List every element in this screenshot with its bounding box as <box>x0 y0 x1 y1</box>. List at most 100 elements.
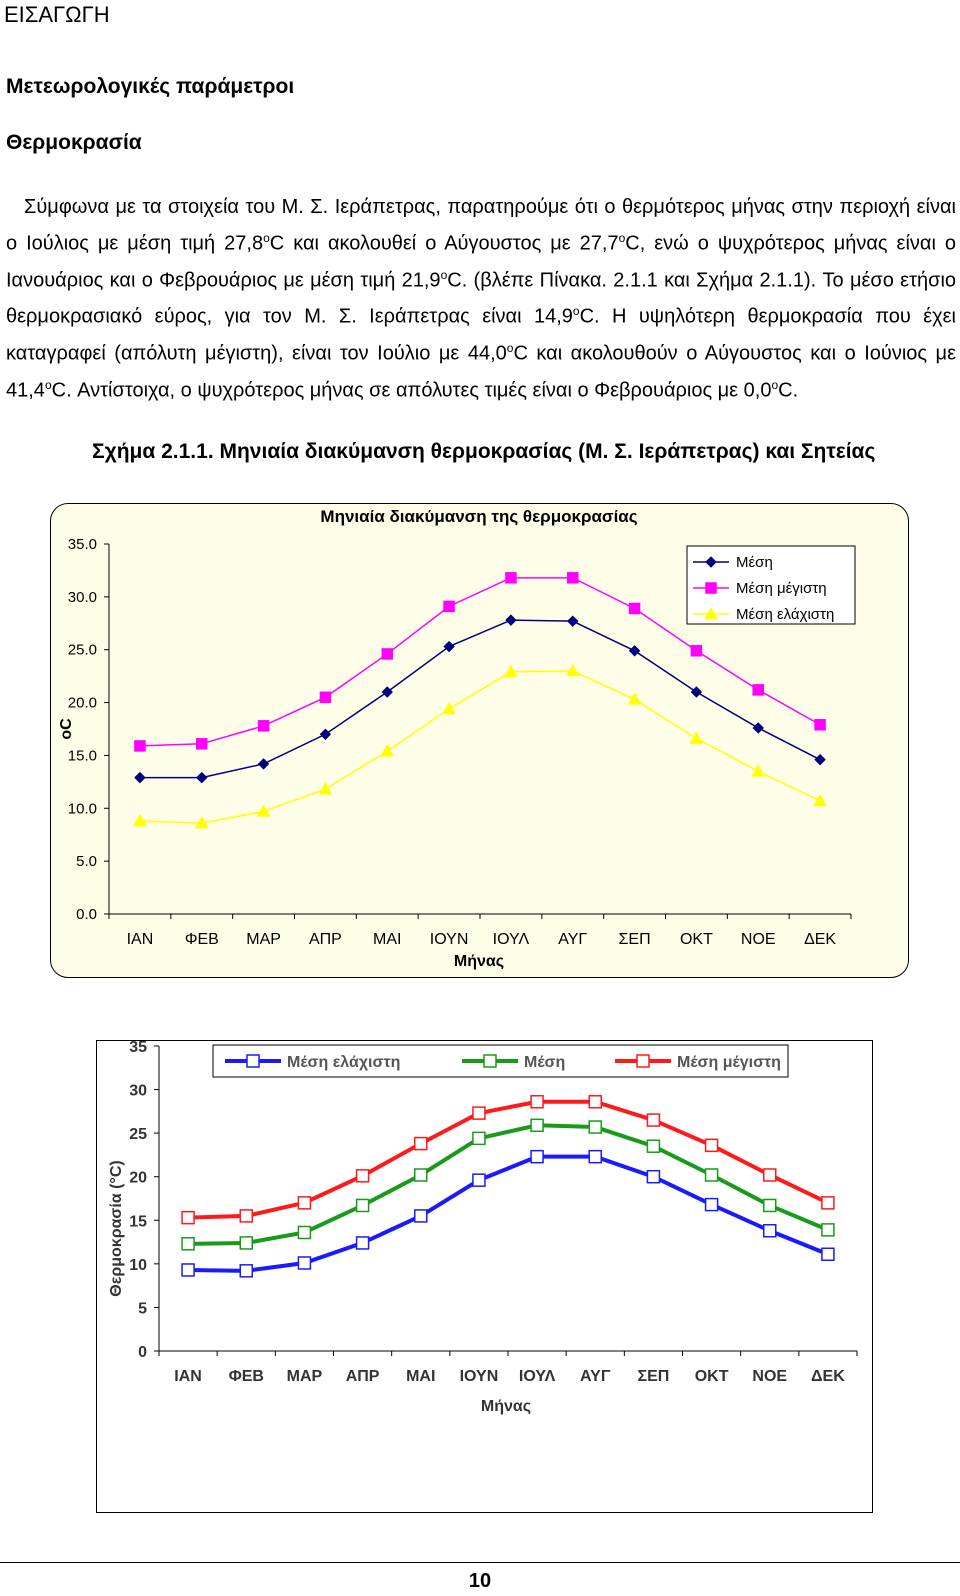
data-point <box>257 720 270 732</box>
data-point <box>752 684 764 696</box>
y-tick-label: 25.0 <box>68 642 97 659</box>
x-tick-label: ΑΠΡ <box>309 931 342 948</box>
data-point <box>414 1209 428 1223</box>
footer-divider <box>0 1562 960 1563</box>
x-tick-label: ΦΕΒ <box>229 1368 264 1385</box>
degree-symbol: o <box>618 231 626 245</box>
legend-label: Μέση μέγιστη <box>677 1054 781 1071</box>
x-tick-label: ΟΚΤ <box>695 1368 729 1385</box>
legend-label: Μέση <box>736 554 773 571</box>
data-point <box>297 1256 312 1270</box>
chart-title: Μηνιαία διακύμανση της θερμοκρασίας <box>320 507 637 526</box>
data-point <box>442 701 456 715</box>
y-tick-label: 35.0 <box>68 536 97 553</box>
data-point <box>628 645 641 657</box>
y-tick-label: 25 <box>129 1126 147 1143</box>
x-tick-label: ΑΥΓ <box>558 931 587 948</box>
x-axis-label: Μήνας <box>481 1398 531 1415</box>
x-tick-label: ΜΑΙ <box>406 1368 435 1385</box>
data-point <box>134 740 146 752</box>
degree-symbol: o <box>506 340 514 355</box>
degree-symbol: o <box>771 377 779 392</box>
legend-marker <box>704 606 718 620</box>
data-point <box>443 640 455 653</box>
data-point <box>239 1209 253 1223</box>
data-point <box>355 1198 370 1213</box>
x-tick-label: ΙΟΥΛ <box>493 931 530 948</box>
intro-paragraph: Σύμφωνα με τα στοιχεία του Μ. Σ. Ιεράπετ… <box>6 192 956 406</box>
data-point <box>646 1113 661 1127</box>
data-point <box>814 753 826 766</box>
paragraph-part: C. <box>778 379 799 402</box>
x-tick-label: ΙΑΝ <box>174 1368 202 1385</box>
data-point <box>565 663 580 677</box>
series-line <box>188 1099 829 1220</box>
data-point <box>751 764 766 777</box>
data-point <box>704 1168 719 1182</box>
data-point <box>414 1168 428 1182</box>
legend-label: Μέση ελάχιστη <box>287 1054 400 1071</box>
figure-caption: Σχήμα 2.1.1. Μηνιαία διακύμανση θερμοκρα… <box>92 440 876 463</box>
x-tick-label: ΔΕΚ <box>804 931 836 948</box>
degree-symbol: o <box>440 267 448 282</box>
x-tick-label: ΙΟΥΝ <box>430 931 469 948</box>
x-tick-label: ΙΟΥΝ <box>460 1368 499 1385</box>
data-point <box>256 804 271 817</box>
x-tick-label: ΜΑΡ <box>287 1368 323 1385</box>
data-point <box>588 1149 602 1164</box>
data-point <box>567 572 579 584</box>
heading-temperature: Θερμοκρασία <box>6 131 142 154</box>
data-point <box>319 728 332 740</box>
data-point <box>414 1136 428 1151</box>
data-point <box>813 793 827 807</box>
x-tick-label: ΦΕΒ <box>185 931 219 948</box>
data-point <box>504 664 518 678</box>
data-point <box>628 602 641 615</box>
y-tick-label: 10 <box>129 1257 147 1274</box>
data-point <box>318 782 333 795</box>
y-tick-label: 0 <box>138 1344 147 1361</box>
data-point <box>472 1106 486 1120</box>
data-point <box>530 1118 544 1133</box>
legend-marker <box>636 1054 650 1068</box>
data-point <box>763 1198 777 1213</box>
x-tick-label: ΑΠΡ <box>346 1368 380 1385</box>
data-point <box>704 1197 719 1212</box>
data-point <box>196 738 208 750</box>
series-1 <box>134 572 826 752</box>
y-tick-label: 15.0 <box>68 747 97 764</box>
data-point <box>181 1210 195 1225</box>
x-tick-label: ΜΑΡ <box>246 931 281 948</box>
paragraph-part: C και ακολουθούν ο Αύγουστος και ο Ιούνι… <box>6 342 956 402</box>
legend: Μέση ελάχιστη Μέση Μέση μέγιστη <box>212 1044 789 1078</box>
chart-siteia-svg: 0 5 10 15 20 25 30 35 ΙΑΝ ΦΕΒ ΜΑΡ ΑΠΡ ΜΑΙ ΙΟΥΝ ΙΟΥΛ ΑΥΓ… <box>108 1039 858 1415</box>
data-point <box>381 686 393 698</box>
y-tick-label: 0.0 <box>76 906 97 923</box>
series-0 <box>134 614 826 784</box>
x-tick-label: ΙΑΝ <box>127 931 154 948</box>
x-tick-label: ΟΚΤ <box>680 931 713 948</box>
paragraph-part: C και ακολουθεί ο Αύγουστος με 27,7 <box>269 232 619 255</box>
paragraph-part: C. Η υψηλότερη θερμοκρασία που έχει κατα… <box>6 305 956 365</box>
data-point <box>297 1196 312 1210</box>
chart-ierapetra: Μηνιαία διακύμανση της θερμοκρασίας 0.0 5.… <box>50 503 909 978</box>
y-axis-label: oC <box>58 718 75 740</box>
series-0 <box>181 1149 835 1278</box>
data-point <box>530 1095 544 1109</box>
data-point <box>239 1236 253 1250</box>
data-point <box>588 1095 602 1109</box>
y-tick-label: 20 <box>129 1170 147 1187</box>
legend-label: Μέση μέγιστη <box>736 580 827 597</box>
chart-siteia: 0 5 10 15 20 25 30 35 ΙΑΝ ΦΕΒ ΜΑΡ ΑΠΡ ΜΑΙ ΙΟΥΝ ΙΟΥΛ ΑΥΓ… <box>96 1039 873 1513</box>
series-2 <box>181 1095 835 1225</box>
data-point <box>181 1237 195 1251</box>
data-point <box>689 731 704 744</box>
data-point <box>646 1169 661 1184</box>
x-tick-label: ΝΟΕ <box>752 1368 787 1385</box>
data-point <box>752 722 764 734</box>
x-tick-label: ΑΥΓ <box>580 1368 611 1385</box>
data-point <box>472 1131 486 1146</box>
legend-label: Μέση ελάχιστη <box>736 606 834 623</box>
data-point <box>133 813 147 827</box>
data-point <box>588 1120 602 1134</box>
